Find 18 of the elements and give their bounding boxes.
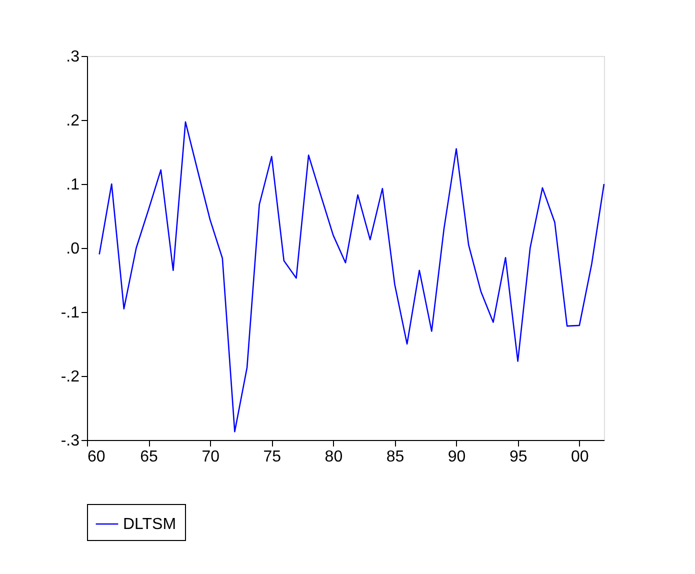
- y-tick-label: -.1: [60, 304, 80, 322]
- y-tick-label: -.3: [60, 432, 80, 450]
- y-tick-label: .1: [66, 176, 80, 194]
- y-tick-label: .3: [66, 48, 80, 66]
- x-tick-label: 75: [263, 448, 282, 466]
- y-tick-label: .2: [66, 112, 80, 130]
- x-tick-label: 65: [140, 448, 158, 466]
- line-series: [98, 121, 605, 432]
- x-tick-label: 60: [88, 448, 106, 466]
- y-tick-label: .0: [66, 240, 80, 258]
- legend-label: DLTSM: [123, 516, 176, 533]
- y-tick-label: -.2: [60, 368, 80, 386]
- x-tick-label: 00: [570, 448, 589, 466]
- x-tick-label: 95: [509, 448, 528, 466]
- x-tick-label: 85: [386, 448, 404, 466]
- x-tick-label: 80: [324, 448, 343, 466]
- x-tick-label: 90: [448, 448, 466, 466]
- x-tick-label: 70: [202, 448, 220, 466]
